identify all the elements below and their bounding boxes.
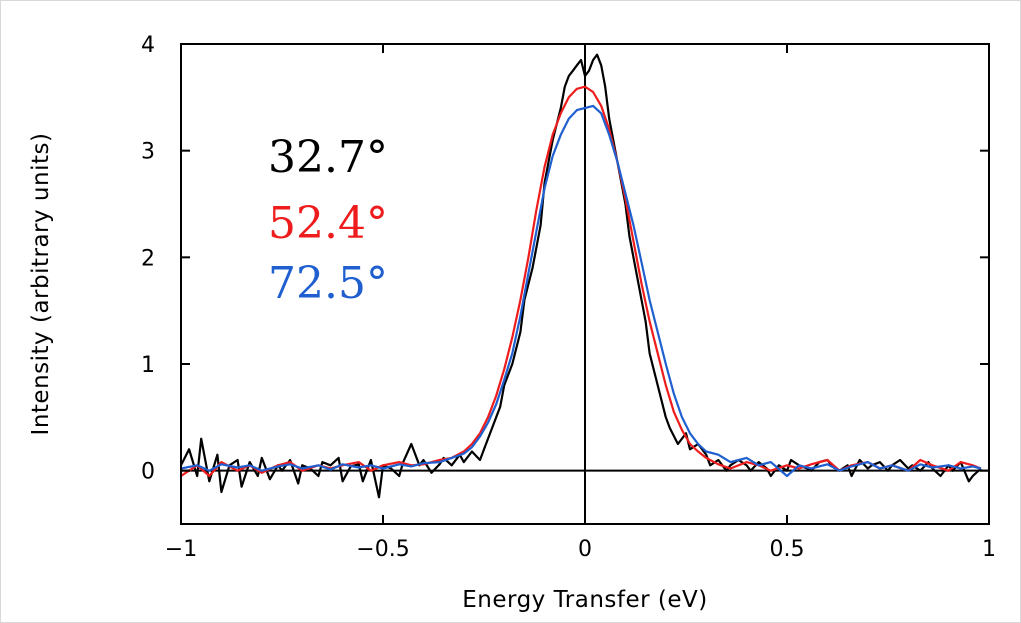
y-tick-label: 1	[141, 353, 155, 378]
x-tick-label: 1	[982, 537, 996, 562]
axis-ticks: −1 −0.5 0 0.5 1 0 1 2 3 4	[141, 33, 996, 562]
legend-entry-1: 52.4°	[268, 198, 388, 249]
series-line-2	[181, 104, 982, 478]
y-tick-label: 0	[141, 460, 155, 485]
y-axis-title: Intensity (arbitrary units)	[28, 133, 54, 436]
legend-entry-2: 72.5°	[268, 258, 388, 309]
x-tick-label: 0	[578, 537, 592, 562]
y-tick-label: 3	[141, 140, 155, 165]
x-tick-label: −1	[165, 537, 197, 562]
legend-entry-0: 32.7°	[268, 132, 388, 183]
series-layer	[181, 53, 982, 499]
x-tick-label: 0.5	[770, 537, 805, 562]
legend: 32.7° 52.4° 72.5°	[268, 132, 388, 309]
y-tick-label: 4	[141, 33, 155, 58]
x-tick-label: −0.5	[356, 537, 409, 562]
x-axis-title: Energy Transfer (eV)	[462, 587, 707, 613]
y-tick-label: 2	[141, 246, 155, 271]
